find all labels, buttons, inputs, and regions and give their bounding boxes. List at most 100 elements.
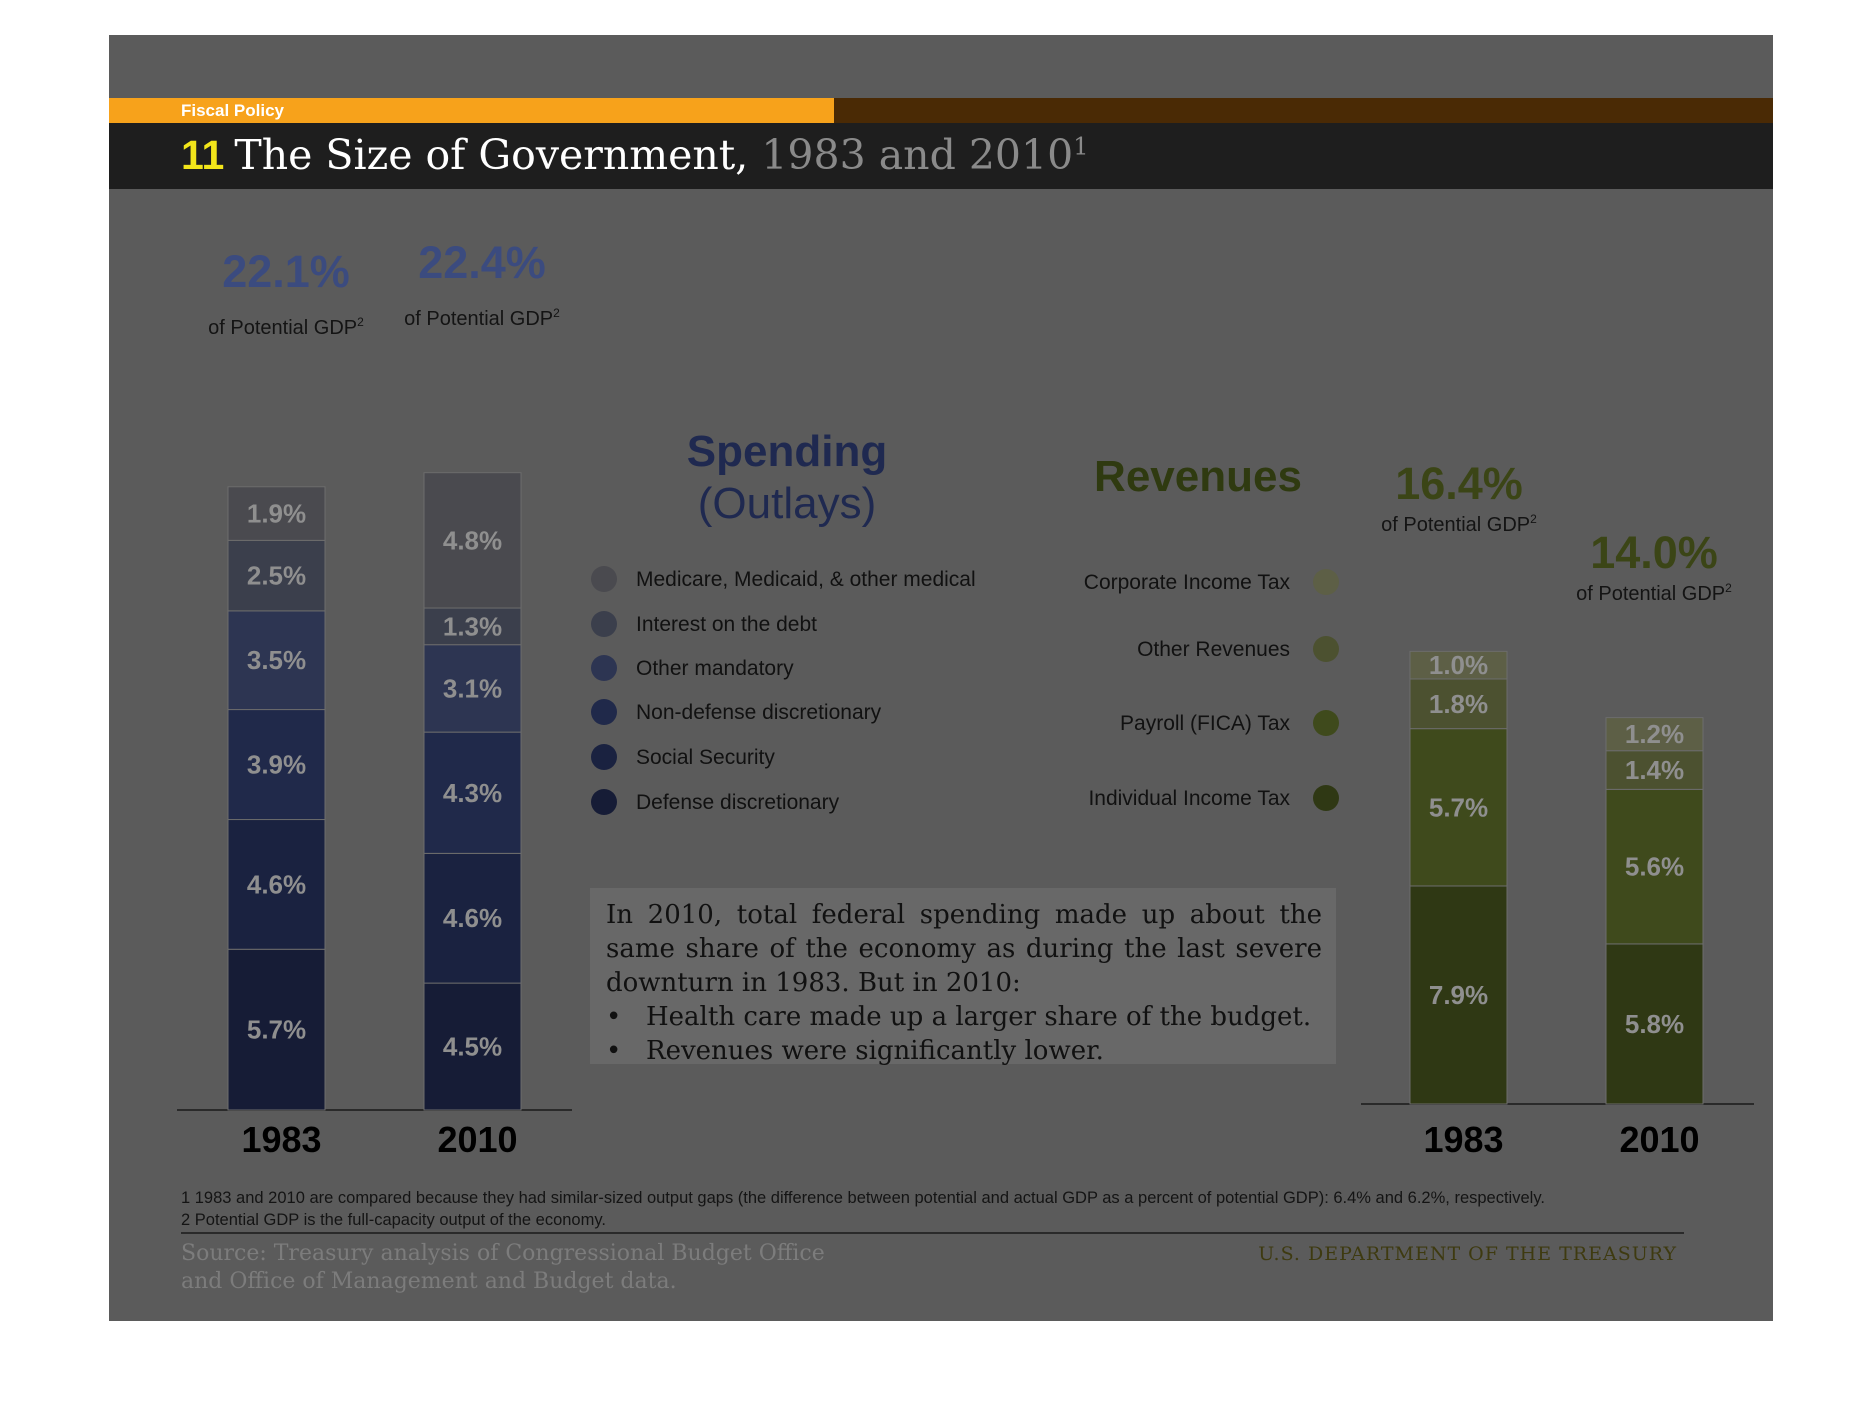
spending-label-2010-interest-on-the-debt: 1.3% <box>443 611 502 641</box>
spending-year-2010: 2010 <box>437 1119 517 1160</box>
revenues-year-2010: 2010 <box>1619 1119 1699 1160</box>
revenues-total-2010: 14.0% <box>1590 527 1718 578</box>
title-main: The Size of Government, <box>234 131 749 179</box>
source-line: Source: Treasury analysis of Congression… <box>181 1241 825 1266</box>
legend-label-medicare-medicaid-other-medical: Medicare, Medicaid, & other medical <box>636 568 976 591</box>
revenues-label-1983-individual-income-tax: 7.9% <box>1429 980 1488 1010</box>
legend-swatch-other-mandatory <box>591 655 617 681</box>
spending-label-1983-interest-on-the-debt: 2.5% <box>247 561 306 591</box>
legend-swatch-non-defense-discretionary <box>591 699 617 725</box>
summary-bullet: Revenues were significantly lower. <box>606 1034 1322 1068</box>
spending-label-1983-social-security: 4.6% <box>247 869 306 899</box>
revenues-label-1983-corporate-income-tax: 1.0% <box>1429 650 1488 680</box>
legend-label-corporate-income-tax: Corporate Income Tax <box>1084 571 1291 594</box>
spending-label-1983-defense-discretionary: 5.7% <box>247 1015 306 1045</box>
revenues-label-1983-other-revenues: 1.8% <box>1429 689 1488 719</box>
summary-note: In 2010, total federal spending made up … <box>590 888 1336 1068</box>
revenues-bar-2010-other-revenues <box>1605 750 1704 790</box>
legend-swatch-corporate-income-tax <box>1313 569 1339 595</box>
revenues-year-1983: 1983 <box>1423 1119 1503 1160</box>
spending-label-1983-medicare-medicaid-other-medical: 1.9% <box>247 499 306 529</box>
title-footnote-marker: 1 <box>1073 132 1089 161</box>
title-rest: 1983 and 2010 <box>748 131 1074 179</box>
footnote-2: 2 Potential GDP is the full-capacity out… <box>181 1211 606 1229</box>
spending-bar-1983-medicare-medicaid-other-medical <box>227 486 326 541</box>
legend-label-interest-on-the-debt: Interest on the debt <box>636 613 817 636</box>
source-note: Source: Treasury analysis of Congression… <box>181 1240 825 1296</box>
revenues-label-1983-payroll-fica-tax: 5.7% <box>1429 792 1488 822</box>
revenues-bar-1983-other-revenues <box>1409 678 1508 730</box>
spending-bar-2010-defense-discretionary <box>423 982 522 1111</box>
legend-label-social-security: Social Security <box>636 746 775 769</box>
spending-label-2010-social-security: 4.6% <box>443 903 502 933</box>
size-of-government-chart: 5.7% 4.6% 3.9% 3.5% 2.5% 1.9% 22.1% of Potentia… <box>177 237 1754 1160</box>
summary-text: In 2010, total federal spending made up … <box>606 900 1322 998</box>
legend-swatch-social-security <box>591 744 617 770</box>
spending-total-1983: 22.1% <box>222 246 350 297</box>
spending-bar-2010-non-defense-discretionary <box>423 731 522 854</box>
legend-label-payroll-fica-tax: Payroll (FICA) Tax <box>1120 712 1290 735</box>
spending-total-sub-2010: of Potential GDP2 <box>404 306 560 330</box>
revenues-bar-2010-individual-income-tax <box>1605 943 1704 1105</box>
spending-bar-1983-other-mandatory <box>227 610 326 711</box>
spending-label-1983-other-mandatory: 3.5% <box>247 645 306 675</box>
section-bar <box>109 98 1773 123</box>
revenues-label-2010-other-revenues: 1.4% <box>1625 755 1684 785</box>
chart-number: 11 <box>181 132 225 178</box>
footnote-marker: 2 <box>553 306 560 320</box>
title-bar <box>109 123 1773 189</box>
revenues-bar-1983-individual-income-tax <box>1409 885 1508 1105</box>
footnote-1: 1 1983 and 2010 are compared because the… <box>181 1189 1545 1207</box>
spending-label-2010-other-mandatory: 3.1% <box>443 673 502 703</box>
spending-total-2010: 22.4% <box>418 237 546 288</box>
section-label: Fiscal Policy <box>181 101 284 120</box>
legend-swatch-payroll-fica-tax <box>1313 710 1339 736</box>
page-title: 11 The Size of Government, 1983 and 20101 <box>181 131 1088 179</box>
legend-label-other-revenues: Other Revenues <box>1137 638 1290 661</box>
spending-total-sub-1983: of Potential GDP2 <box>208 315 364 339</box>
legend-label-other-mandatory: Other mandatory <box>636 657 794 680</box>
revenues-bar-2010-payroll-fica-tax <box>1605 788 1704 945</box>
spending-bar-2010-other-mandatory <box>423 644 522 733</box>
summary-bullets: Health care made up a larger share of th… <box>606 1000 1322 1068</box>
revenues-total-sub-2010: of Potential GDP2 <box>1576 581 1732 605</box>
spending-bar-2010-interest-on-the-debt <box>423 607 522 646</box>
spending-heading: Spending <box>687 427 887 476</box>
spending-bar-1983-interest-on-the-debt <box>227 539 326 612</box>
spending-bar-2010-social-security <box>423 852 522 984</box>
spending-heading-sub: (Outlays) <box>698 479 876 528</box>
source-line: and Office of Management and Budget data… <box>181 1269 677 1294</box>
revenues-bar-2010-corporate-income-tax <box>1605 717 1704 752</box>
revenues-total-1983: 16.4% <box>1395 458 1523 509</box>
legend-swatch-interest-on-the-debt <box>591 611 617 637</box>
legend-swatch-medicare-medicaid-other-medical <box>591 566 617 592</box>
footnotes: 1 1983 and 2010 are compared because the… <box>181 1187 1545 1231</box>
spending-bar-1983-non-defense-discretionary <box>227 709 326 821</box>
legend-label-non-defense-discretionary: Non-defense discretionary <box>636 701 882 724</box>
spending-label-2010-non-defense-discretionary: 4.3% <box>443 778 502 808</box>
revenues-label-2010-corporate-income-tax: 1.2% <box>1625 719 1684 749</box>
footnote-marker: 2 <box>1725 581 1732 595</box>
spending-label-2010-defense-discretionary: 4.5% <box>443 1032 502 1062</box>
section-bar-accent <box>109 98 834 123</box>
footnote-marker: 2 <box>357 315 364 329</box>
footnote-marker: 2 <box>1530 512 1537 526</box>
legend-swatch-other-revenues <box>1313 636 1339 662</box>
revenues-label-2010-individual-income-tax: 5.8% <box>1625 1009 1684 1039</box>
spending-bar-2010-medicare-medicaid-other-medical <box>423 472 522 609</box>
revenues-total-sub-1983: of Potential GDP2 <box>1381 512 1537 536</box>
revenues-heading: Revenues <box>1094 452 1302 501</box>
spending-label-2010-medicare-medicaid-other-medical: 4.8% <box>443 525 502 555</box>
revenues-label-2010-payroll-fica-tax: 5.6% <box>1625 852 1684 882</box>
footer-divider <box>181 1232 1684 1234</box>
legend-label-defense-discretionary: Defense discretionary <box>636 791 840 814</box>
slide: Fiscal Policy 11 The Size of Government, … <box>109 35 1773 1321</box>
legend-swatch-individual-income-tax <box>1313 785 1339 811</box>
revenues-bar-1983-corporate-income-tax <box>1409 650 1508 680</box>
summary-bullet: Health care made up a larger share of th… <box>606 1000 1322 1034</box>
spending-year-1983: 1983 <box>241 1119 321 1160</box>
spending-label-1983-non-defense-discretionary: 3.9% <box>247 750 306 780</box>
legend-label-individual-income-tax: Individual Income Tax <box>1088 787 1290 810</box>
department-name: U.S. DEPARTMENT OF THE TREASURY <box>1258 1243 1677 1265</box>
legend-swatch-defense-discretionary <box>591 789 617 815</box>
